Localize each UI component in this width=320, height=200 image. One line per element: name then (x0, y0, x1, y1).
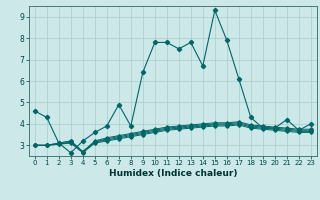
X-axis label: Humidex (Indice chaleur): Humidex (Indice chaleur) (108, 169, 237, 178)
